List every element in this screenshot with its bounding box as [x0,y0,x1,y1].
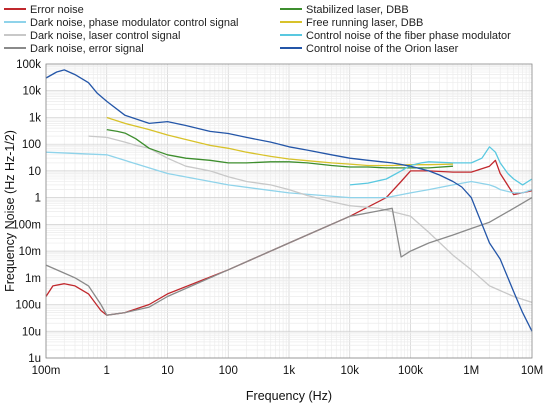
series-line-5 [106,128,454,169]
plot-frame [45,63,533,359]
x-tick-label: 10k [340,365,359,377]
legend-label: Control noise of the Orion laser [306,43,459,55]
x-axis-title: Frequency (Hz) [246,389,332,403]
y-tick-label: 100 [22,139,41,151]
series-layer [45,69,533,332]
grid [45,64,532,359]
y-tick-label: 1 [35,193,41,205]
y-axis-ticks: 100k 10k 1k 100 10 1 100m 10m 1m 100u 10u 1u [12,59,41,365]
y-tick-label: 1u [28,353,41,365]
series-line-7 [349,146,533,186]
legend-label: Stabilized laser, DBB [306,4,409,16]
y-tick-label: 100m [12,219,41,231]
legend-label: Control noise of the fiber phase modulat… [306,30,511,42]
x-axis-ticks: 100m 1 10 100 1k 10k 100k 1M 10M [32,365,544,377]
x-tick-label: 100 [219,365,238,377]
legend-label: Error noise [30,4,84,16]
x-tick-label: 1M [463,365,479,377]
x-tick-label: 100m [32,365,61,377]
y-tick-label: 10 [28,166,41,178]
y-tick-label: 10u [22,326,41,338]
series-line-2 [45,151,533,199]
y-tick-label: 1m [25,273,41,285]
series-line-8 [45,69,533,332]
x-tick-label: 1k [283,365,295,377]
x-tick-label: 10 [161,365,174,377]
series-line-3 [88,135,533,304]
y-tick-label: 100k [16,59,41,71]
series-line-4 [45,197,533,316]
legend-label: Free running laser, DBB [306,17,423,29]
legend-label: Dark noise, phase modulator control sign… [30,17,239,29]
y-tick-label: 10m [19,246,41,258]
legend-label: Dark noise, error signal [30,43,144,55]
y-tick-label: 100u [15,300,41,312]
legend-label: Dark noise, laser control signal [30,30,180,42]
y-tick-label: 10k [22,86,41,98]
y-axis-title: Frequency Noise (Hz Hz-1/2) [3,130,17,292]
y-tick-label: 1k [29,112,41,124]
x-tick-label: 1 [104,365,110,377]
x-tick-label: 10M [521,365,543,377]
x-tick-label: 100k [398,365,423,377]
series-line-6 [106,116,454,167]
